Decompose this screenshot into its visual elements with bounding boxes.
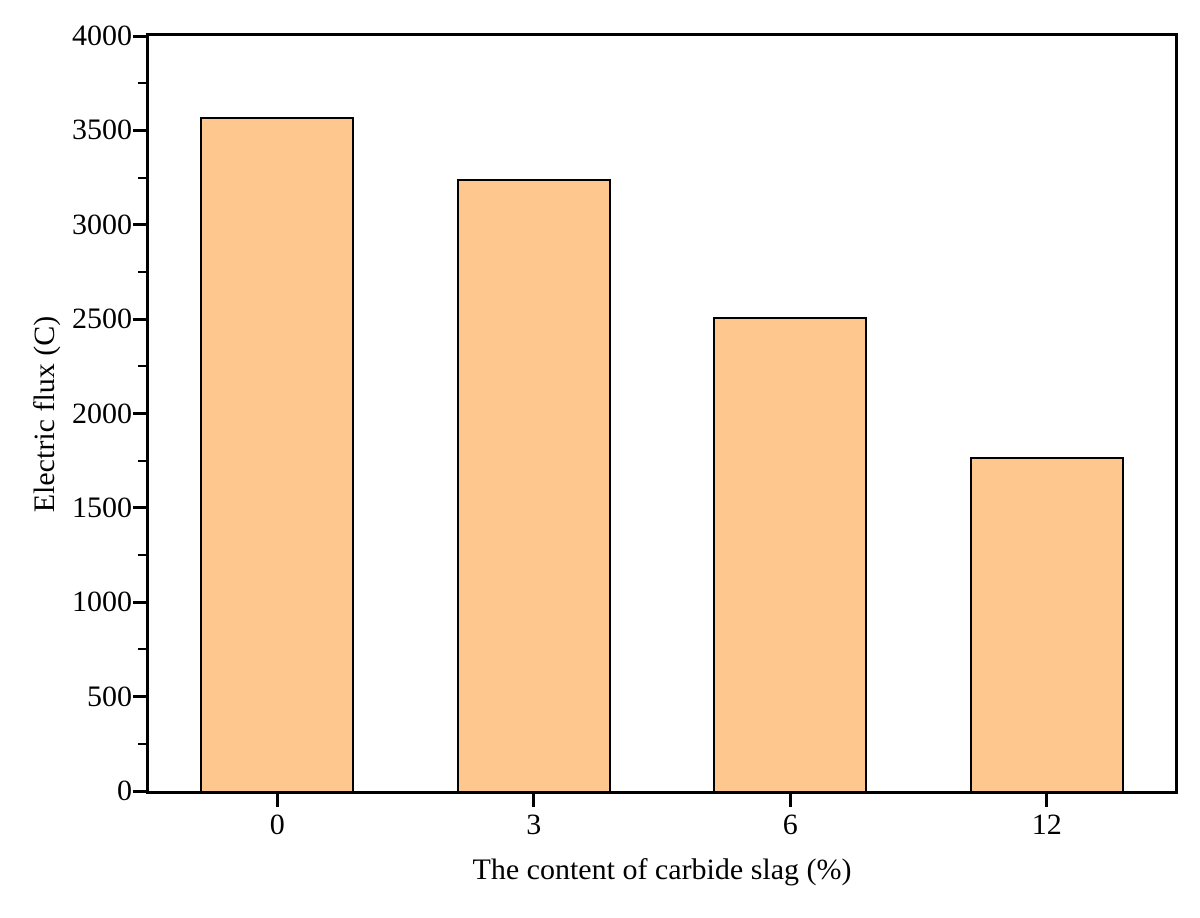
y-tick-major — [133, 34, 146, 38]
y-tick-label: 0 — [117, 774, 132, 807]
y-tick-minor — [138, 365, 146, 368]
bar-0 — [200, 117, 355, 791]
x-tick — [275, 794, 279, 807]
x-tick-label: 6 — [782, 808, 798, 841]
bar-6 — [713, 317, 868, 791]
y-tick-minor — [138, 82, 146, 85]
y-tick-major — [133, 695, 146, 699]
x-tick — [788, 794, 792, 807]
y-tick-minor — [138, 742, 146, 745]
y-tick-minor — [138, 554, 146, 557]
y-tick-label: 2000 — [72, 396, 132, 430]
y-tick-major — [133, 317, 146, 321]
x-tick-label: 0 — [269, 808, 285, 841]
plot-area: 0 3 6 12 0 500 1000 1500 2000 2500 3000 3500 4000 El… — [28, 19, 1178, 886]
x-tick — [532, 794, 536, 807]
y-tick-major — [133, 223, 146, 227]
y-tick-major — [133, 506, 146, 510]
y-tick-label: 1500 — [72, 490, 132, 524]
y-axis-title: Electric flux (C) — [28, 315, 61, 512]
y-tick-minor — [138, 176, 146, 179]
y-tick-label: 2500 — [72, 302, 132, 336]
y-tick-label: 4000 — [72, 19, 132, 52]
y-tick-label: 3500 — [72, 113, 132, 147]
y-tick-major — [133, 789, 146, 793]
y-tick-label: 1000 — [72, 585, 132, 619]
y-tick-major — [133, 412, 146, 415]
bar-3 — [456, 179, 611, 791]
x-tick — [1045, 794, 1049, 807]
x-axis-title: The content of carbide slag (%) — [472, 853, 852, 886]
y-tick-minor — [138, 459, 146, 462]
y-tick-label: 3000 — [72, 207, 132, 241]
y-tick-major — [133, 128, 146, 132]
x-tick-label: 3 — [526, 808, 542, 841]
x-tick-label: 12 — [1031, 808, 1062, 841]
y-tick-label: 500 — [87, 679, 132, 713]
y-tick-major — [133, 600, 146, 604]
bar-12 — [969, 456, 1124, 791]
y-tick-minor — [138, 648, 146, 651]
y-tick-minor — [138, 270, 146, 273]
